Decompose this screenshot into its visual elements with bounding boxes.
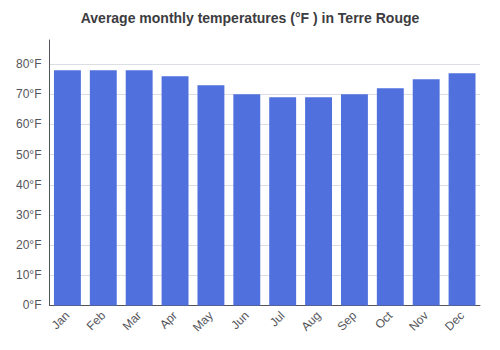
svg-text:Aug: Aug: [299, 309, 324, 334]
svg-text:Mar: Mar: [120, 309, 145, 333]
svg-text:60°F: 60°F: [16, 117, 41, 131]
svg-text:Average monthly temperatures (: Average monthly temperatures (°F ) in Te…: [81, 10, 420, 26]
svg-text:20°F: 20°F: [16, 238, 41, 252]
svg-text:Oct: Oct: [372, 308, 396, 332]
svg-text:May: May: [190, 309, 216, 335]
svg-text:10°F: 10°F: [16, 268, 41, 282]
svg-text:Feb: Feb: [84, 308, 109, 333]
svg-text:Apr: Apr: [157, 309, 180, 332]
svg-text:40°F: 40°F: [16, 178, 41, 192]
svg-text:70°F: 70°F: [16, 87, 41, 101]
svg-text:Jul: Jul: [267, 309, 288, 330]
svg-text:Nov: Nov: [406, 309, 431, 334]
svg-text:Jan: Jan: [49, 309, 73, 333]
svg-text:50°F: 50°F: [16, 148, 41, 162]
svg-text:Sep: Sep: [334, 308, 359, 333]
svg-text:80°F: 80°F: [16, 57, 41, 71]
svg-text:30°F: 30°F: [16, 208, 41, 222]
svg-text:Dec: Dec: [442, 309, 467, 334]
svg-text:Jun: Jun: [228, 309, 252, 333]
svg-text:0°F: 0°F: [23, 298, 42, 312]
